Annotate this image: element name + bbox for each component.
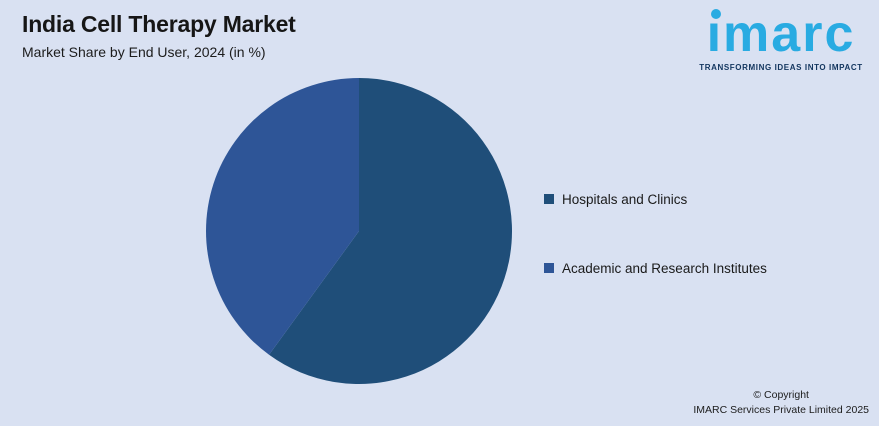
pie-slice-0 [269, 78, 512, 384]
legend-swatch-hospitals-icon [544, 194, 554, 204]
legend: Hospitals and Clinics Academic and Resea… [544, 191, 767, 329]
imarc-wordmark: ımarc [707, 5, 856, 62]
copyright-notice: © Copyright IMARC Services Private Limit… [693, 388, 869, 420]
legend-item-hospitals-and-clinics: Hospitals and Clinics [544, 191, 767, 207]
legend-swatch-academic-icon [544, 263, 554, 273]
imarc-tagline: TRANSFORMING IDEAS INTO IMPACT [699, 62, 863, 72]
copyright-line2: IMARC Services Private Limited 2025 [693, 404, 869, 417]
legend-label-hospitals: Hospitals and Clinics [562, 191, 688, 207]
imarc-wordmark-text: ımarc [706, 5, 856, 63]
legend-item-academic-and-research-institutes: Academic and Research Institutes [544, 260, 767, 276]
legend-label-academic: Academic and Research Institutes [562, 260, 767, 276]
imarc-logo: ımarc TRANSFORMING IDEAS INTO IMPACT [692, 5, 870, 72]
header: India Cell Therapy Market Market Share b… [22, 11, 296, 60]
copyright-line1: © Copyright [753, 388, 809, 401]
page-subtitle: Market Share by End User, 2024 (in %) [22, 44, 266, 61]
page-title: India Cell Therapy Market [22, 11, 296, 37]
pie-chart [206, 78, 512, 384]
imarc-logo-dot-icon [710, 9, 721, 19]
pie-slice-1 [206, 78, 359, 355]
